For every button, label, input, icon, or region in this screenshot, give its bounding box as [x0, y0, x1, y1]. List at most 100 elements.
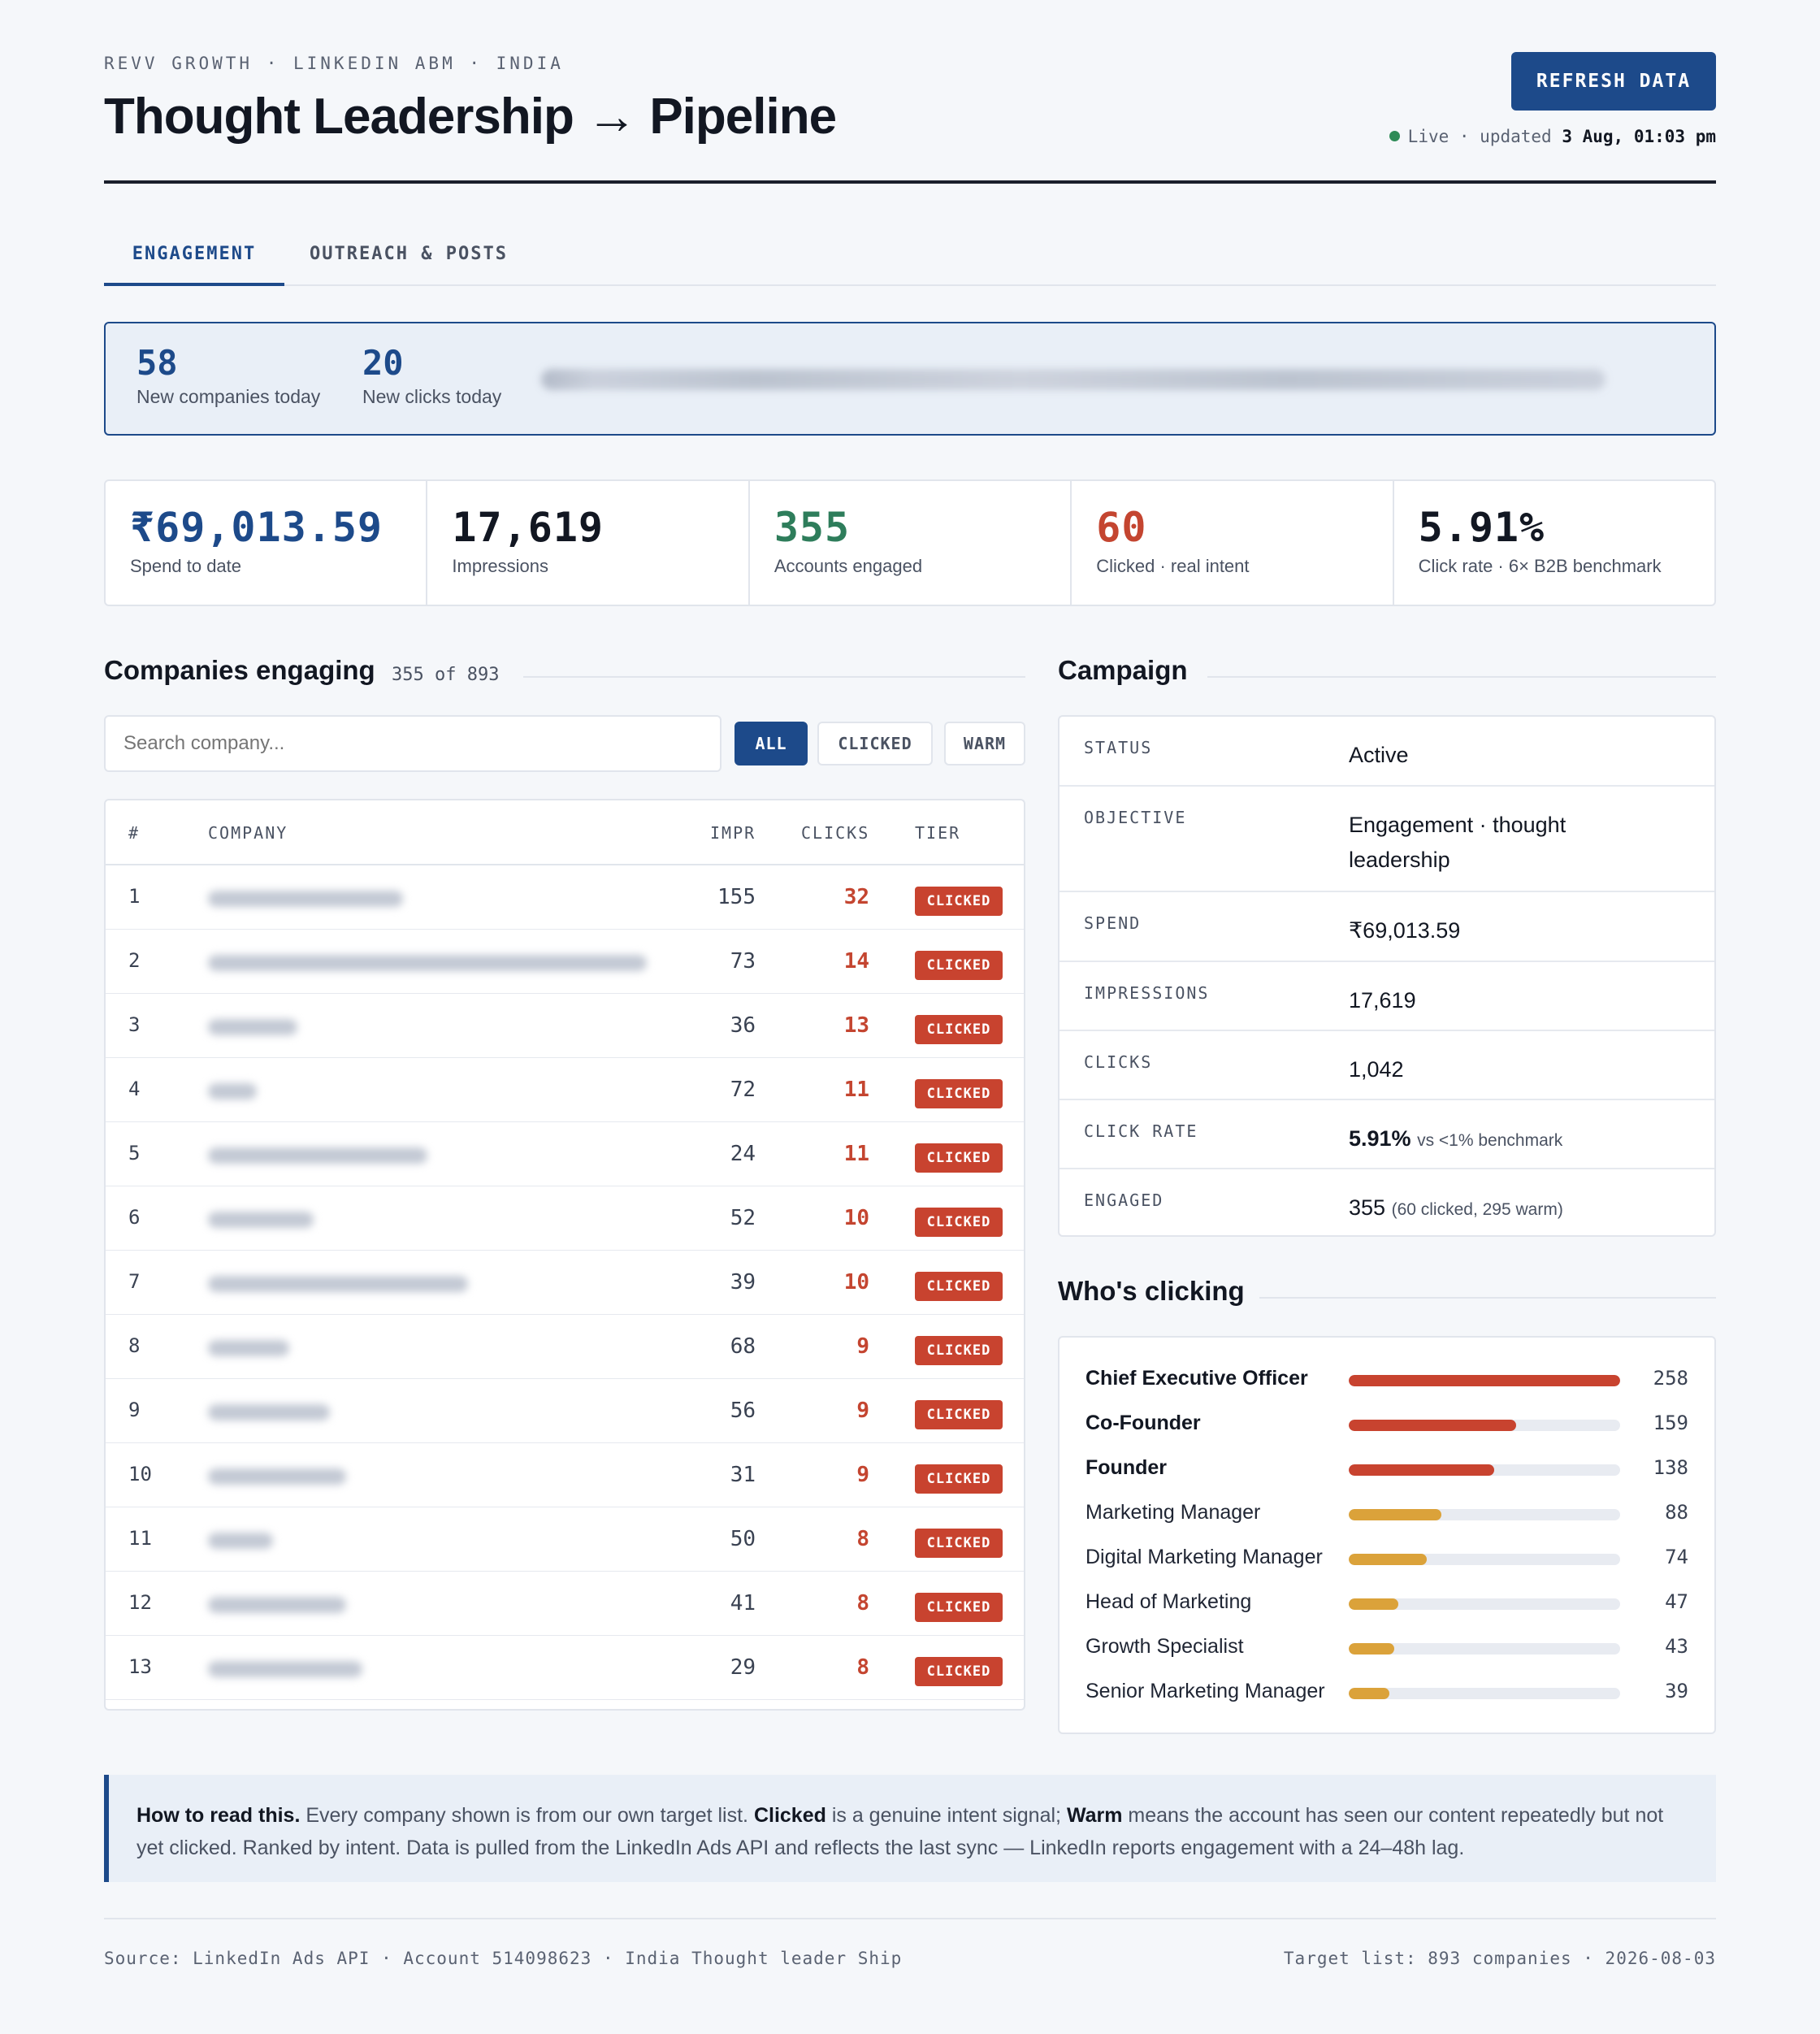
role-count: 88	[1665, 1501, 1688, 1524]
table-row[interactable]: 9 56 9 CLICKED	[106, 1379, 1024, 1443]
kpi-value: 17,619	[452, 504, 604, 551]
role-name: Digital Marketing Manager	[1086, 1546, 1323, 1568]
col-company[interactable]: COMPANY	[208, 823, 288, 843]
redacted-company-name	[208, 891, 403, 907]
row-key: SPEND	[1084, 913, 1142, 933]
row-impressions: 31	[730, 1463, 756, 1487]
table-row[interactable]: 1 155 32 CLICKED	[106, 865, 1024, 930]
tab-bar: ENGAGEMENT OUTREACH & POSTS	[104, 219, 1716, 286]
role-name: Founder	[1086, 1456, 1167, 1479]
campaign-row-clicks: CLICKS 1,042	[1060, 1031, 1714, 1100]
kpi-label: Click rate · 6× B2B benchmark	[1418, 556, 1662, 576]
row-impressions: 72	[730, 1078, 756, 1102]
search-company-input[interactable]	[104, 715, 722, 772]
whos-clicking-title: Who's clicking	[1058, 1276, 1245, 1306]
table-row[interactable]: 3 36 13 CLICKED	[106, 994, 1024, 1058]
table-row[interactable]: 6 52 10 CLICKED	[106, 1186, 1024, 1251]
row-key: IMPRESSIONS	[1084, 983, 1210, 1003]
kpi-strip: ₹69,013.59 Spend to date 17,619 Impressi…	[104, 479, 1716, 606]
table-row[interactable]: 8 68 9 CLICKED	[106, 1315, 1024, 1379]
updated-timestamp: 3 Aug, 01:03 pm	[1562, 127, 1716, 146]
row-index: 2	[128, 949, 141, 972]
kpi-clicked: 60 Clicked · real intent	[1072, 481, 1394, 605]
campaign-title: Campaign	[1058, 655, 1188, 685]
role-name: Co-Founder	[1086, 1412, 1201, 1434]
note-text: means the account has seen our content r…	[136, 1804, 1664, 1859]
table-row[interactable]: 13 29 8 CLICKED	[106, 1636, 1024, 1700]
role-bar-track	[1349, 1420, 1620, 1431]
row-impressions: 41	[730, 1591, 756, 1615]
filter-all-button[interactable]: ALL	[734, 722, 808, 765]
filter-warm-button[interactable]: WARM	[944, 722, 1025, 765]
table-row[interactable]: 5 24 11 CLICKED	[106, 1122, 1024, 1186]
live-dot-icon	[1389, 130, 1400, 141]
kpi-label: Accounts engaged	[774, 556, 923, 576]
role-bar-track	[1349, 1464, 1620, 1476]
role-count: 159	[1653, 1412, 1688, 1434]
table-row[interactable]: 2 73 14 CLICKED	[106, 930, 1024, 994]
table-row[interactable]: 4 72 11 CLICKED	[106, 1058, 1024, 1122]
col-impressions[interactable]: IMPR	[710, 823, 756, 843]
campaign-click-rate: 5.91% vs <1% benchmark	[1349, 1121, 1562, 1158]
table-row[interactable]: 7 39 10 CLICKED	[106, 1251, 1024, 1315]
role-bar-fill	[1349, 1688, 1390, 1699]
role-count: 74	[1665, 1546, 1688, 1568]
tab-outreach-posts[interactable]: OUTREACH & POSTS	[310, 244, 508, 264]
campaign-section-heading: Campaign	[1058, 655, 1716, 696]
tier-badge: CLICKED	[915, 1143, 1003, 1173]
whos-clicking-card: Chief Executive Officer 258 Co-Founder 159 F…	[1058, 1336, 1716, 1734]
table-row[interactable]	[106, 1700, 1024, 1709]
section-divider	[1207, 676, 1716, 678]
role-bar-fill	[1349, 1598, 1398, 1610]
row-clicks: 10	[843, 1270, 869, 1295]
note-text: Every company shown is from our own targ…	[300, 1804, 754, 1827]
tier-badge: CLICKED	[915, 1657, 1003, 1686]
campaign-objective: Engagement · thought leadership	[1349, 813, 1566, 872]
redacted-new-companies	[541, 369, 1606, 390]
whos-clicking-heading: Who's clicking	[1058, 1276, 1716, 1316]
redacted-company-name	[208, 1083, 257, 1099]
role-bar-track	[1349, 1375, 1620, 1386]
today-banner: 58 New companies today 20 New clicks tod…	[104, 322, 1716, 436]
companies-count: 355 of 893	[392, 665, 500, 685]
row-impressions: 56	[730, 1399, 756, 1423]
redacted-company-name	[208, 1147, 427, 1164]
refresh-data-button[interactable]: REFRESH DATA	[1511, 52, 1716, 111]
kpi-value: ₹69,013.59	[130, 504, 384, 551]
role-bar-fill	[1349, 1509, 1441, 1520]
col-clicks[interactable]: CLICKS	[801, 823, 870, 843]
redacted-company-name	[208, 1019, 297, 1035]
kpi-label: Clicked · real intent	[1096, 556, 1250, 576]
kpi-value: 355	[774, 504, 851, 551]
row-key: ENGAGED	[1084, 1190, 1164, 1210]
role-bar-track	[1349, 1598, 1620, 1610]
companies-table: # COMPANY IMPR CLICKS TIER 1 155 32 CLICKED…	[104, 799, 1025, 1711]
tab-engagement[interactable]: ENGAGEMENT	[104, 219, 284, 286]
campaign-row-objective: OBJECTIVE Engagement · thought leadershi…	[1060, 787, 1714, 892]
role-bar-fill	[1349, 1375, 1620, 1386]
table-row[interactable]: 11 50 8 CLICKED	[106, 1507, 1024, 1572]
role-count: 39	[1665, 1680, 1688, 1702]
redacted-company-name	[208, 1597, 346, 1613]
row-key: CLICK RATE	[1084, 1121, 1198, 1141]
table-row[interactable]: 12 41 8 CLICKED	[106, 1572, 1024, 1636]
row-index: 11	[128, 1527, 152, 1550]
row-index: 13	[128, 1655, 152, 1678]
role-bar-track	[1349, 1554, 1620, 1565]
new-clicks-label: New clicks today	[362, 386, 502, 407]
col-tier[interactable]: TIER	[915, 823, 961, 843]
filter-clicked-button[interactable]: CLICKED	[817, 722, 933, 765]
row-clicks: 14	[843, 949, 869, 974]
footer-target-list: Target list: 893 companies · 2026-08-03	[1283, 1949, 1716, 1968]
campaign-row-status: STATUS Active	[1060, 717, 1714, 787]
table-row[interactable]: 10 31 9 CLICKED	[106, 1443, 1024, 1507]
role-bar-fill	[1349, 1464, 1494, 1476]
tier-badge: CLICKED	[915, 951, 1003, 980]
row-impressions: 68	[730, 1334, 756, 1359]
row-index: 1	[128, 885, 141, 908]
row-clicks: 11	[843, 1078, 869, 1102]
campaign-impressions: 17,619	[1349, 988, 1416, 1013]
campaign-clicks: 1,042	[1349, 1057, 1404, 1082]
footer-source: Source: LinkedIn Ads API · Account 51409…	[104, 1949, 903, 1968]
kpi-value: 5.91%	[1418, 504, 1545, 551]
